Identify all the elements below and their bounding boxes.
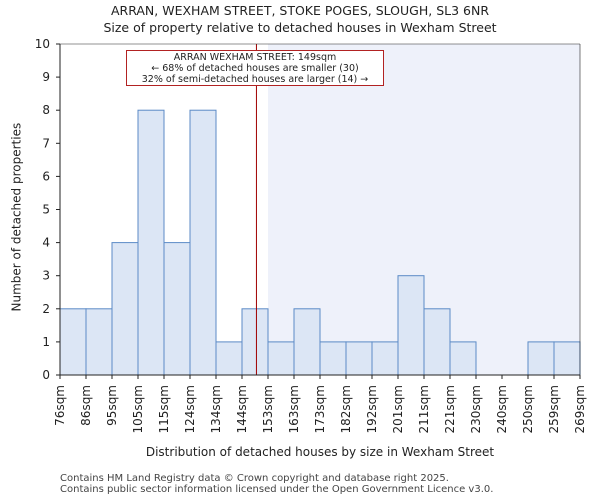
x-tick-label-76sqm: 76sqm xyxy=(53,385,67,426)
bar-259sqm xyxy=(553,341,581,376)
y-tick-label-5: 5 xyxy=(42,203,50,217)
bar-192sqm xyxy=(371,341,399,376)
x-tick-label-211sqm: 211sqm xyxy=(417,385,431,433)
y-tick-label-1: 1 xyxy=(42,335,50,349)
bar-134sqm xyxy=(215,341,243,376)
bar-163sqm xyxy=(293,308,321,376)
y-tick-label-3: 3 xyxy=(42,269,50,283)
bar-153sqm xyxy=(267,341,295,376)
chart-title: ARRAN, WEXHAM STREET, STOKE POGES, SLOUG… xyxy=(110,3,490,18)
x-tick-label-173sqm: 173sqm xyxy=(313,385,327,433)
y-tick-label-2: 2 xyxy=(42,302,50,316)
annotation-line-3: 32% of semi-detached houses are larger (… xyxy=(141,74,369,85)
bar-124sqm xyxy=(189,109,217,376)
y-tick-label-7: 7 xyxy=(42,136,50,150)
footer-line-2: Contains public sector information licen… xyxy=(60,484,494,495)
y-axis-label: Number of detached properties xyxy=(9,122,23,312)
x-tick-label-201sqm: 201sqm xyxy=(391,385,405,433)
x-axis-label: Distribution of detached houses by size … xyxy=(145,445,495,459)
bar-250sqm xyxy=(527,341,555,376)
x-tick-label-163sqm: 163sqm xyxy=(287,385,301,433)
x-tick-label-153sqm: 153sqm xyxy=(261,385,275,433)
x-tick-label-124sqm: 124sqm xyxy=(183,385,197,433)
y-tick-label-8: 8 xyxy=(42,103,50,117)
x-tick-label-115sqm: 115sqm xyxy=(157,385,171,433)
bar-201sqm xyxy=(397,275,425,376)
x-tick-label-134sqm: 134sqm xyxy=(209,385,223,433)
y-tick-label-4: 4 xyxy=(42,236,50,250)
x-tick-label-144sqm: 144sqm xyxy=(235,385,249,433)
bar-95sqm xyxy=(111,242,139,376)
chart-subtitle: Size of property relative to detached ho… xyxy=(103,20,497,35)
bar-144sqm xyxy=(241,308,269,376)
x-tick-label-105sqm: 105sqm xyxy=(131,385,145,433)
y-tick-label-9: 9 xyxy=(42,70,50,84)
bar-211sqm xyxy=(423,308,451,376)
bar-221sqm xyxy=(449,341,477,376)
bar-86sqm xyxy=(85,308,113,376)
x-tick-label-86sqm: 86sqm xyxy=(79,385,93,426)
x-tick-label-259sqm: 259sqm xyxy=(547,385,561,433)
x-tick-label-192sqm: 192sqm xyxy=(365,385,379,433)
x-tick-label-269sqm: 269sqm xyxy=(573,385,587,433)
x-tick-label-182sqm: 182sqm xyxy=(339,385,353,433)
bar-76sqm xyxy=(59,308,87,376)
x-tick-label-250sqm: 250sqm xyxy=(521,385,535,433)
y-tick-label-0: 0 xyxy=(42,368,50,382)
x-tick-label-230sqm: 230sqm xyxy=(469,385,483,433)
x-tick-label-221sqm: 221sqm xyxy=(443,385,457,433)
y-tick-label-6: 6 xyxy=(42,169,50,183)
x-tick-label-240sqm: 240sqm xyxy=(495,385,509,433)
x-tick-label-95sqm: 95sqm xyxy=(105,385,119,426)
bar-105sqm xyxy=(137,109,165,376)
annotation-box: ARRAN WEXHAM STREET: 149sqm ← 68% of det… xyxy=(126,50,384,86)
bar-173sqm xyxy=(319,341,347,376)
y-tick-label-10: 10 xyxy=(35,37,50,51)
footer-line-1: Contains HM Land Registry data © Crown c… xyxy=(60,473,449,484)
annotation-line-2: ← 68% of detached houses are smaller (30… xyxy=(151,63,359,74)
bar-182sqm xyxy=(345,341,373,376)
annotation-line-1: ARRAN WEXHAM STREET: 149sqm xyxy=(173,52,337,63)
bar-115sqm xyxy=(163,242,191,376)
